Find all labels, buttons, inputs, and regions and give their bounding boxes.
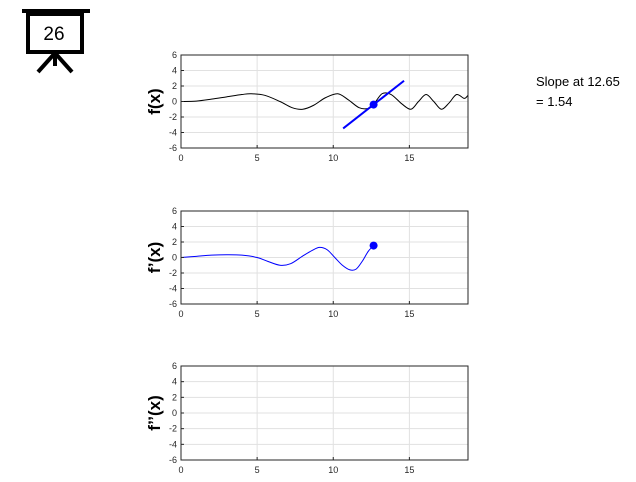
x-tick-label: 0: [178, 309, 183, 319]
series-line-1: [181, 92, 468, 110]
y-tick-label: -6: [169, 143, 177, 153]
y-tick-label: 4: [172, 66, 177, 76]
point-marker: [369, 100, 378, 109]
data-layer: [181, 245, 374, 271]
slide-number: 26: [43, 24, 64, 45]
y-tick-label: -4: [169, 128, 177, 138]
y-tick-label: -4: [169, 439, 177, 449]
y-tick-label: -2: [169, 424, 177, 434]
x-tick-label: 5: [255, 309, 260, 319]
y-tick-label: 6: [172, 361, 177, 371]
plot-panel-2: 0 5 10 15 -6 -4 -2 0 2 4 6 f’(x): [145, 206, 469, 319]
plot-panel-3: 0 5 10 15 -6 -4 -2 0 2 4 6 f’’(x): [145, 361, 469, 475]
y-tick-label: 2: [172, 392, 177, 402]
slope-annotation: Slope at 12.65 = 1.54: [536, 72, 620, 112]
y-axis-label: f’(x): [145, 242, 164, 273]
x-tick-label: 10: [328, 465, 338, 475]
y-tick-label: 2: [172, 81, 177, 91]
x-tick-label: 0: [178, 153, 183, 163]
y-axis-label: f(x): [145, 88, 164, 114]
x-tick-label: 15: [404, 465, 414, 475]
y-tick-label: 4: [172, 222, 177, 232]
x-tick-label: 5: [255, 153, 260, 163]
y-tick-label: 0: [172, 253, 177, 263]
y-tick-label: -6: [169, 299, 177, 309]
y-tick-label: 4: [172, 377, 177, 387]
point-marker: [369, 241, 378, 250]
y-tick-label: 0: [172, 97, 177, 107]
y-tick-label: -6: [169, 455, 177, 465]
y-axis-label: f’’(x): [145, 395, 164, 431]
x-tick-label: 0: [178, 465, 183, 475]
y-tick-label: 6: [172, 50, 177, 60]
x-tick-label: 15: [404, 153, 414, 163]
y-tick-label: -2: [169, 268, 177, 278]
y-tick-label: -4: [169, 284, 177, 294]
slope-annotation-line2: = 1.54: [536, 94, 573, 109]
slope-annotation-line1: Slope at 12.65: [536, 74, 620, 89]
plot-panel-1: 0 5 10 15 -6 -4 -2 0 2 4 6 f(x): [145, 50, 469, 163]
series-line-1: [181, 245, 374, 271]
y-tick-label: 2: [172, 237, 177, 247]
y-tick-label: 0: [172, 408, 177, 418]
x-tick-label: 10: [328, 309, 338, 319]
x-tick-label: 15: [404, 309, 414, 319]
x-tick-label: 10: [328, 153, 338, 163]
projection-screen-icon: [22, 9, 90, 74]
y-tick-label: 6: [172, 206, 177, 216]
y-tick-label: -2: [169, 112, 177, 122]
x-tick-label: 5: [255, 465, 260, 475]
